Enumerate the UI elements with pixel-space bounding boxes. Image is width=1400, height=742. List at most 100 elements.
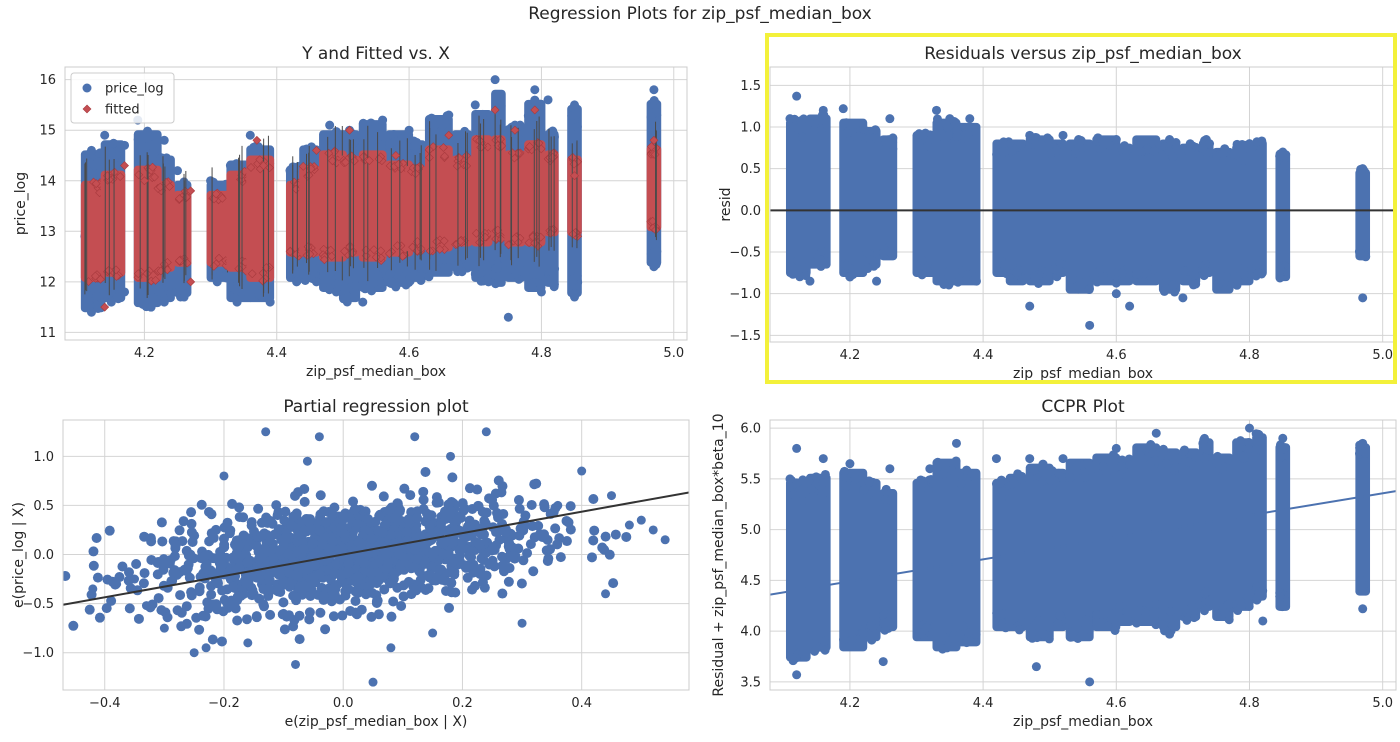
- residuals-data-point: [1068, 274, 1078, 284]
- y-fitted-data-point: [389, 129, 399, 139]
- y-fitted-fitted-marker: [374, 154, 384, 164]
- partial-regression-data-point: [403, 576, 414, 587]
- ccpr-band: [1178, 448, 1201, 621]
- ccpr-data-point: [1169, 449, 1179, 459]
- y-fitted-fitted-marker: [650, 150, 660, 159]
- y-fitted-data-point: [371, 134, 381, 144]
- ccpr-fit-line: [770, 490, 1396, 596]
- ccpr-data-point: [1202, 587, 1212, 597]
- residuals-data-point: [1213, 279, 1223, 289]
- partial-regression-data-point: [299, 496, 310, 507]
- ccpr-data-point: [819, 636, 829, 646]
- y-fitted-fitted-marker: [496, 234, 506, 244]
- residuals-data-point: [1076, 136, 1086, 146]
- partial-regression-data-point: [412, 512, 423, 523]
- y-fitted-fitted-marker: [440, 151, 450, 161]
- y-fitted-fitted-marker: [115, 172, 125, 181]
- partial-regression-data-point: [466, 552, 477, 563]
- partial-regression-data-point: [52, 568, 62, 578]
- y-fitted-data-point: [120, 140, 130, 150]
- residuals-data-point: [1224, 157, 1234, 167]
- partial-regression-data-point: [474, 540, 485, 551]
- partial-regression-data-point: [349, 504, 360, 515]
- partial-regression-data-point: [282, 548, 293, 559]
- residuals-ylabel: resid: [718, 187, 734, 221]
- partial-regression-data-point: [548, 507, 559, 518]
- y-fitted-band: [451, 155, 473, 247]
- y-fitted-plot-area: [80, 75, 662, 322]
- residuals-data-point: [1084, 285, 1094, 295]
- residuals-data-point: [1168, 151, 1178, 161]
- ccpr-data-point: [792, 478, 802, 488]
- partial-regression-data-point: [268, 553, 279, 564]
- partial-regression-data-point: [447, 537, 458, 548]
- residuals-data-point: [917, 255, 927, 265]
- partial-regression-data-point: [433, 564, 444, 575]
- residuals-data-point: [1082, 275, 1092, 285]
- ccpr-data-point: [1242, 586, 1252, 596]
- partial-regression-data-point: [431, 492, 442, 503]
- partial-regression-data-point: [577, 466, 587, 476]
- partial-regression-data-point: [494, 525, 505, 536]
- partial-regression-data-point: [300, 564, 311, 575]
- residuals-data-point: [1161, 284, 1171, 294]
- y-fitted-data-point: [394, 265, 404, 275]
- residuals-band: [1178, 143, 1201, 286]
- residuals-ytick-label: 1.0: [740, 121, 761, 136]
- y-fitted-fitted-marker: [438, 143, 448, 152]
- ccpr-band: [1005, 473, 1028, 632]
- y-fitted-fitted-marker: [491, 234, 501, 244]
- y-fitted-fitted-marker: [246, 163, 256, 172]
- partial-regression-axes-frame: [62, 419, 690, 691]
- partial-regression-data-point: [517, 618, 527, 628]
- partial-regression-data-point: [101, 603, 112, 614]
- y-fitted-data-point: [179, 292, 189, 302]
- partial-regression-data-point: [175, 590, 186, 601]
- partial-regression-data-point: [381, 549, 392, 560]
- partial-regression-data-point: [329, 502, 340, 513]
- partial-regression-data-point: [84, 604, 95, 615]
- y-fitted-data-point: [405, 273, 415, 283]
- partial-regression-data-point: [291, 659, 301, 669]
- residuals-data-point: [914, 138, 924, 148]
- partial-regression-ytick-label: −1.0: [22, 646, 54, 661]
- y-fitted-band: [491, 135, 506, 242]
- partial-regression-xlabel: e(zip_psf_median_box | X): [285, 714, 468, 730]
- partial-regression-data-point: [606, 491, 616, 501]
- residuals-data-point: [1058, 130, 1068, 140]
- ccpr-data-point: [1224, 599, 1234, 609]
- residuals-data-point: [1252, 260, 1262, 270]
- residuals-data-point: [1117, 268, 1127, 278]
- partial-regression-data-point: [497, 588, 508, 599]
- partial-regression-data-point: [497, 551, 508, 562]
- ccpr-data-point: [970, 477, 980, 487]
- ccpr-band: [1045, 468, 1068, 632]
- residuals-data-point: [1025, 130, 1035, 140]
- partial-regression-data-point: [125, 583, 136, 594]
- partial-regression-data-point: [22, 619, 32, 629]
- ccpr-data-point: [939, 632, 949, 642]
- partial-regression-data-point: [565, 501, 576, 512]
- ccpr-data-point: [1182, 615, 1192, 625]
- ccpr-data-point: [1092, 617, 1102, 627]
- y-fitted-xtick-label: 5.0: [663, 346, 684, 361]
- ccpr-band: [1132, 443, 1161, 627]
- y-fitted-fitted-marker: [345, 125, 354, 135]
- y-fitted-data-point: [176, 180, 186, 190]
- ccpr-data-point: [923, 485, 933, 495]
- residuals-data-point: [1253, 268, 1263, 278]
- residuals-data-point: [872, 276, 882, 286]
- partial-regression-data-point: [171, 540, 181, 550]
- residuals-data-point: [1170, 287, 1180, 297]
- ccpr-data-point: [921, 623, 931, 633]
- y-fitted-data-point: [305, 145, 315, 155]
- partial-regression-data-point: [648, 525, 658, 535]
- partial-regression-data-point: [488, 542, 499, 553]
- y-fitted-fitted-marker: [259, 161, 268, 171]
- residuals-data-point: [816, 126, 826, 136]
- y-fitted-data-point: [439, 255, 449, 265]
- partial-regression-ytick-label: 0.0: [33, 548, 54, 563]
- partial-regression-data-point: [243, 638, 253, 648]
- y-fitted-xtick-label: 4.2: [134, 346, 155, 361]
- y-fitted-data-point: [493, 272, 503, 282]
